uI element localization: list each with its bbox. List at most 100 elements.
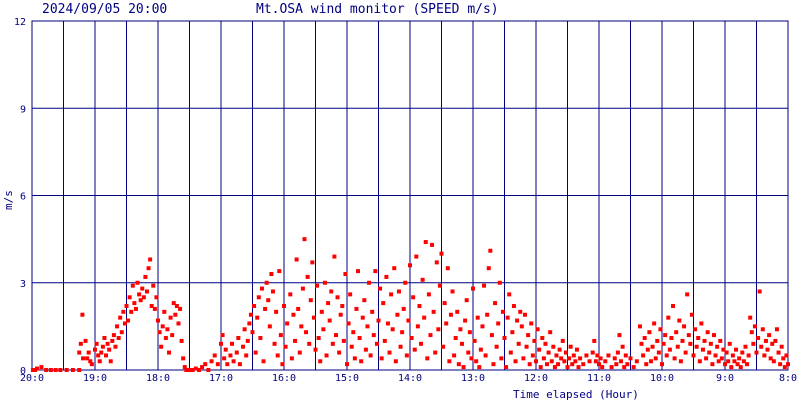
x-axis-ticks: 20:0 19:0 18:0 17:0 16:0 15:0 14:0 13:0 12:0 11:0…	[20, 373, 797, 384]
data-point	[480, 324, 485, 329]
data-point	[743, 344, 748, 349]
data-point	[637, 324, 642, 329]
data-point	[389, 292, 394, 297]
data-point	[628, 356, 633, 361]
data-point	[288, 292, 293, 297]
data-point	[493, 301, 498, 306]
data-point	[329, 289, 334, 294]
data-point	[384, 274, 389, 279]
data-point	[363, 347, 368, 352]
data-point	[448, 312, 453, 317]
data-point	[447, 359, 452, 364]
data-point	[248, 312, 253, 317]
data-point	[745, 362, 750, 367]
data-point	[190, 368, 195, 372]
data-point	[464, 298, 469, 303]
data-point	[196, 368, 201, 372]
data-point	[409, 336, 414, 341]
data-point	[708, 341, 713, 346]
data-point	[381, 301, 386, 306]
data-point	[346, 321, 351, 326]
data-point	[584, 353, 589, 358]
data-point	[237, 362, 242, 367]
data-point	[778, 362, 783, 367]
data-point	[774, 327, 779, 332]
data-point	[762, 353, 767, 358]
data-point	[241, 344, 246, 349]
data-point	[206, 368, 211, 372]
data-point	[99, 350, 104, 355]
data-point	[578, 356, 583, 361]
data-point	[307, 341, 312, 346]
data-point	[565, 365, 570, 370]
data-point	[367, 280, 372, 285]
data-point	[530, 353, 535, 358]
data-point	[378, 286, 383, 291]
data-point	[653, 356, 658, 361]
data-point	[455, 309, 460, 314]
data-point	[400, 330, 405, 335]
data-point	[477, 365, 482, 370]
data-point	[647, 330, 652, 335]
data-point	[165, 327, 170, 332]
data-point	[666, 315, 671, 320]
y-tick-label: 9	[20, 104, 26, 115]
data-point	[660, 362, 664, 367]
data-point	[614, 362, 619, 367]
data-point	[362, 298, 367, 303]
data-point	[752, 324, 757, 329]
data-point	[482, 283, 487, 288]
y-axis-ticks: 0 3 6 9 12	[14, 17, 26, 377]
data-point	[223, 347, 228, 352]
data-point	[173, 312, 178, 317]
data-point	[786, 362, 790, 367]
data-point	[590, 350, 595, 355]
data-point	[267, 324, 272, 329]
data-point	[44, 368, 49, 372]
data-point	[500, 309, 505, 314]
data-point	[395, 312, 400, 317]
data-point	[351, 330, 356, 335]
x-tick-label: 13:0	[461, 373, 485, 384]
y-tick-label: 3	[20, 279, 26, 290]
data-point	[132, 301, 137, 306]
data-point	[264, 280, 269, 285]
data-point	[181, 356, 186, 361]
data-point	[491, 362, 496, 367]
data-point	[545, 362, 550, 367]
data-point	[411, 295, 416, 300]
data-point	[540, 336, 545, 341]
data-point	[560, 338, 565, 343]
data-point	[441, 344, 446, 349]
data-point	[146, 266, 151, 271]
data-point	[597, 362, 601, 367]
data-point	[721, 347, 726, 352]
data-point	[609, 365, 614, 370]
data-point	[686, 333, 691, 338]
data-point	[315, 283, 320, 288]
data-point	[782, 365, 787, 370]
data-point	[593, 359, 598, 364]
data-point	[387, 350, 392, 355]
chart-grid	[31, 20, 789, 371]
data-point	[203, 362, 208, 367]
data-point	[556, 362, 561, 367]
data-point	[732, 359, 737, 364]
data-point	[144, 289, 149, 294]
data-point	[285, 321, 290, 326]
data-point	[568, 344, 573, 349]
data-point	[111, 333, 116, 338]
data-point	[234, 350, 239, 355]
data-point	[283, 344, 288, 349]
data-point	[138, 298, 143, 303]
data-point	[442, 301, 447, 306]
data-point	[704, 356, 709, 361]
data-point	[592, 338, 597, 343]
data-point	[291, 312, 296, 317]
data-point	[751, 341, 756, 346]
data-point	[707, 350, 712, 355]
data-point	[318, 359, 323, 364]
data-point	[187, 368, 192, 372]
data-point	[370, 309, 375, 314]
data-point	[335, 295, 340, 300]
